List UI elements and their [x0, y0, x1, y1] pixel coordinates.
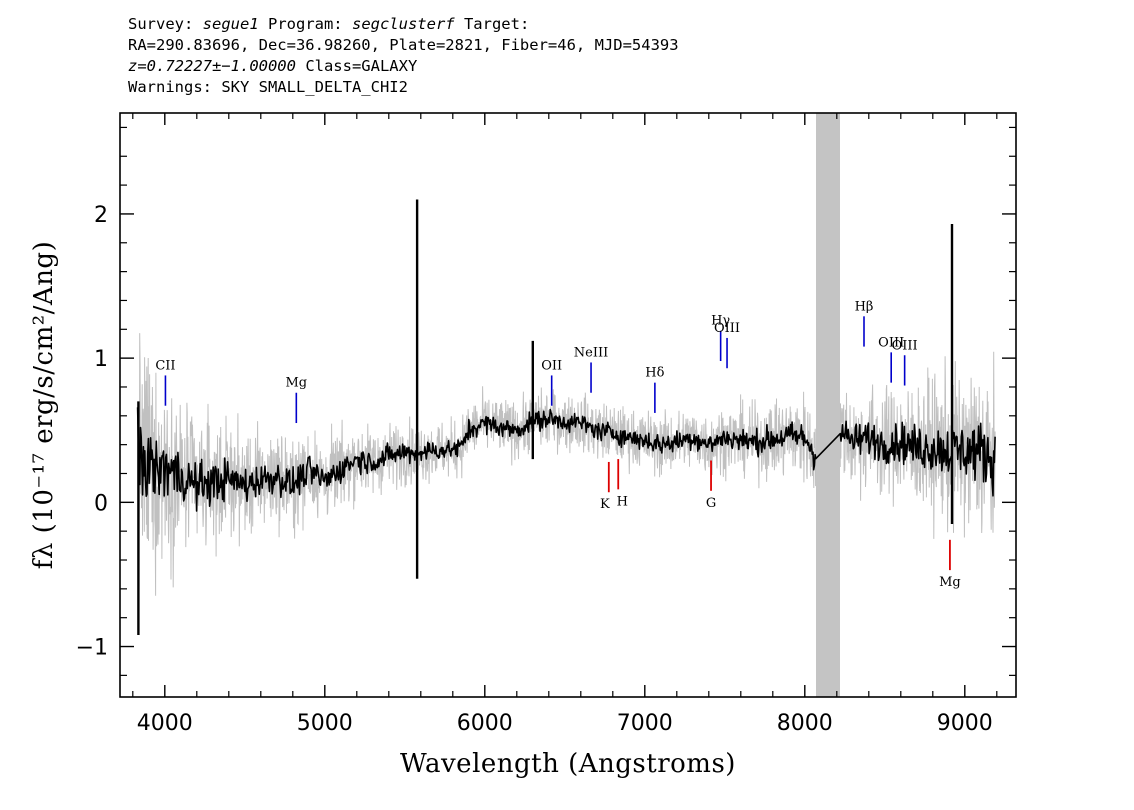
program-value: segclusterf [351, 15, 455, 33]
target-label: Target: [454, 15, 530, 33]
x-tick-label: 4000 [137, 711, 193, 736]
emission-line-label: OIII [892, 338, 918, 353]
class-value: Class=GALAXY [295, 57, 418, 75]
x-tick-label: 9000 [937, 711, 993, 736]
emission-line-label: NeIII [574, 345, 608, 360]
plot-area [120, 113, 1016, 697]
emission-line-label: Hβ [855, 299, 874, 314]
absorption-line-label: Mg [939, 575, 961, 590]
header-line-redshift: z=0.72227±−1.00000 Class=GALAXY [128, 56, 679, 77]
x-axis-label: Wavelength (Angstroms) [400, 749, 736, 779]
y-axis-label: fλ (10⁻¹⁷ erg/s/cm²/Ang) [29, 241, 59, 569]
x-tick-label: 5000 [297, 711, 353, 736]
header-line-coordinates: RA=290.83696, Dec=36.98260, Plate=2821, … [128, 36, 679, 54]
uncertainty-series [137, 333, 996, 596]
emission-line-label: Hδ [645, 366, 664, 381]
plot-frame [119, 112, 1017, 698]
absorption-line-label: H [617, 494, 628, 509]
header-line-warnings: Warnings: SKY SMALL_DELTA_CHI2 [128, 78, 408, 96]
y-tick-label: 2 [94, 203, 108, 228]
emission-line-label: OIII [878, 335, 904, 350]
program-prefix: Program: [258, 15, 352, 33]
emission-line-label: Hγ [711, 314, 730, 329]
flux-series [136, 407, 996, 512]
x-tick-label: 6000 [457, 711, 513, 736]
survey-value: segue1 [202, 15, 259, 33]
redshift-value: z=0.72227±−1.00000 [128, 57, 296, 75]
spectrum-header: Survey: segue1 Program: segclusterf Targ… [128, 14, 679, 98]
header-line-survey: Survey: segue1 Program: segclusterf Targ… [128, 14, 679, 35]
x-tick-label: 8000 [777, 711, 833, 736]
emission-line-label: OIII [714, 321, 740, 336]
y-tick-label: −1 [76, 636, 108, 661]
survey-prefix: Survey: [128, 15, 203, 33]
absorption-line-label: G [706, 496, 716, 511]
absorption-line-label: K [600, 497, 610, 512]
emission-line-label: OII [541, 358, 562, 373]
masked-region [816, 113, 840, 697]
y-tick-label: 0 [94, 491, 108, 516]
emission-line-label: Mg [285, 376, 307, 391]
y-tick-label: 1 [94, 347, 108, 372]
x-tick-label: 7000 [617, 711, 673, 736]
emission-line-label: CII [155, 358, 175, 373]
